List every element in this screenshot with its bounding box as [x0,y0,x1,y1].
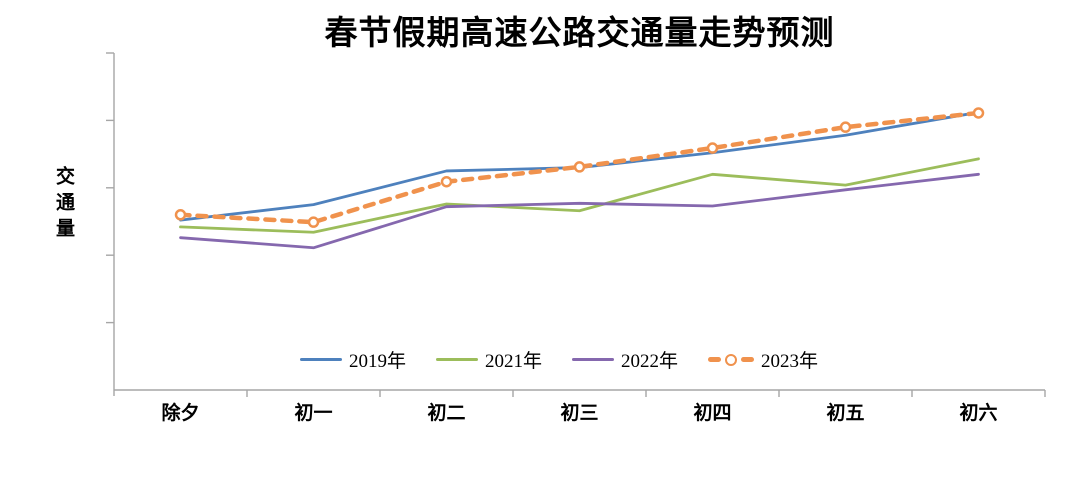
legend-label: 2019年 [349,351,407,372]
legend-dash-icon [708,357,722,362]
x-axis-label: 初四 [693,401,731,424]
data-point-marker [440,175,453,188]
x-axis-label: 初六 [959,401,997,424]
legend-item: 2023年 [708,346,818,373]
series-line-2022年 [179,172,980,250]
series-line-2021年 [179,157,980,234]
legend-label: 2023年 [761,351,819,372]
x-axis-label: 除夕 [161,401,199,424]
legend-swatch-dashed-line-icon [708,353,755,366]
x-axis-label: 初三 [560,401,598,424]
data-point-marker [706,142,719,154]
y-axis-label: 交通量 [53,166,74,244]
data-point-marker [839,121,852,133]
x-axis-label: 初五 [826,401,864,424]
legend-label: 2022年 [621,351,679,372]
legend-dash-icon [741,357,755,362]
legend-swatch-line-icon [300,358,342,361]
legend-item: 2022年 [572,346,678,373]
legend-swatch-line-icon [436,358,479,361]
legend-item: 2021年 [436,346,542,373]
data-point-marker [573,161,586,173]
x-axis-label: 初一 [294,401,332,424]
chart-title: 春节假期高速公路交通量走势预测 [324,16,835,52]
data-point-marker [307,216,320,228]
legend-swatch-line-icon [572,358,615,361]
x-axis-label: 初二 [427,401,465,424]
legend: 2019年 2021年 2022年 2023年 [300,346,818,373]
legend-open-circle-icon [725,353,738,366]
data-point-marker [972,107,985,119]
legend-label: 2021年 [485,351,543,372]
legend-item: 2019年 [300,346,406,373]
data-point-marker [174,209,187,221]
